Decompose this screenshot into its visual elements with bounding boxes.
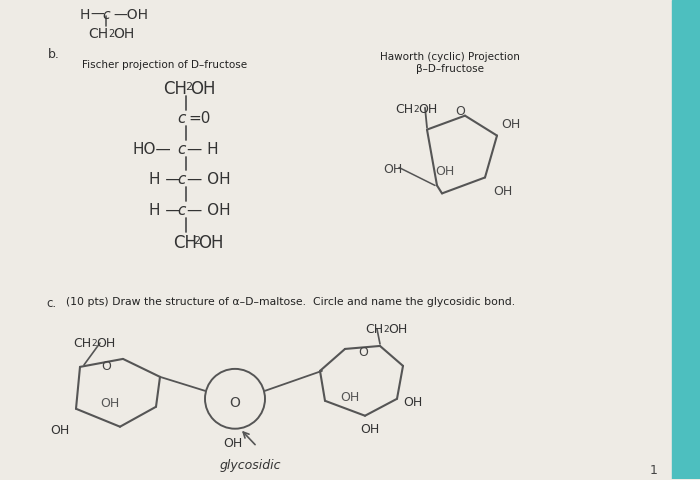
Text: H —: H — xyxy=(149,204,181,218)
Text: CH: CH xyxy=(365,323,383,336)
Text: H: H xyxy=(80,8,90,22)
Text: OH: OH xyxy=(96,337,116,350)
Text: Haworth (cyclic) Projection: Haworth (cyclic) Projection xyxy=(380,52,520,62)
Text: β–D–fructose: β–D–fructose xyxy=(416,64,484,74)
Text: b.: b. xyxy=(48,48,60,61)
Text: H —: H — xyxy=(149,172,181,188)
Text: 1: 1 xyxy=(650,464,658,477)
Text: OH: OH xyxy=(493,185,512,198)
Text: c: c xyxy=(177,172,186,188)
Text: 2: 2 xyxy=(91,339,97,348)
Text: 2: 2 xyxy=(185,82,192,92)
Text: OH: OH xyxy=(113,27,134,41)
Text: CH: CH xyxy=(88,27,108,41)
Text: —: — xyxy=(90,8,104,22)
Text: O: O xyxy=(230,396,240,410)
Text: — H: — H xyxy=(187,142,218,156)
Text: (10 pts) Draw the structure of α–D–maltose.  Circle and name the glycosidic bond: (10 pts) Draw the structure of α–D–malto… xyxy=(66,297,515,307)
Text: Fischer projection of D–fructose: Fischer projection of D–fructose xyxy=(82,60,247,70)
Text: — OH: — OH xyxy=(187,204,230,218)
Text: HO—: HO— xyxy=(133,142,172,156)
Text: O: O xyxy=(101,360,111,373)
Text: —OH: —OH xyxy=(113,8,148,22)
Text: c.: c. xyxy=(46,297,56,310)
Bar xyxy=(672,0,700,479)
Text: OH: OH xyxy=(403,396,422,409)
Text: OH: OH xyxy=(418,103,438,116)
Text: CH: CH xyxy=(173,234,197,252)
Text: OH: OH xyxy=(340,391,359,404)
Text: O: O xyxy=(455,105,465,118)
Text: — OH: — OH xyxy=(187,172,230,188)
Text: OH: OH xyxy=(435,166,454,179)
Text: OH: OH xyxy=(501,118,520,131)
Text: 2: 2 xyxy=(413,105,419,114)
Text: OH: OH xyxy=(360,423,379,436)
Text: 2: 2 xyxy=(108,29,114,39)
Text: OH: OH xyxy=(50,424,69,437)
Text: OH: OH xyxy=(383,163,402,176)
Text: OH: OH xyxy=(190,80,216,98)
Text: 2: 2 xyxy=(193,236,200,246)
Text: OH: OH xyxy=(198,234,223,252)
Text: c: c xyxy=(177,111,186,126)
Text: c: c xyxy=(102,8,110,22)
Text: glycosidic: glycosidic xyxy=(220,458,281,472)
Text: OH: OH xyxy=(388,323,407,336)
Text: CH: CH xyxy=(163,80,187,98)
Text: CH: CH xyxy=(73,337,91,350)
Text: O: O xyxy=(358,347,368,360)
Text: 2: 2 xyxy=(383,325,389,334)
Text: CH: CH xyxy=(395,103,413,116)
Text: c: c xyxy=(177,142,186,156)
Text: OH: OH xyxy=(100,397,119,410)
Text: =0: =0 xyxy=(188,111,211,126)
Text: OH: OH xyxy=(223,437,242,450)
Text: c: c xyxy=(177,204,186,218)
